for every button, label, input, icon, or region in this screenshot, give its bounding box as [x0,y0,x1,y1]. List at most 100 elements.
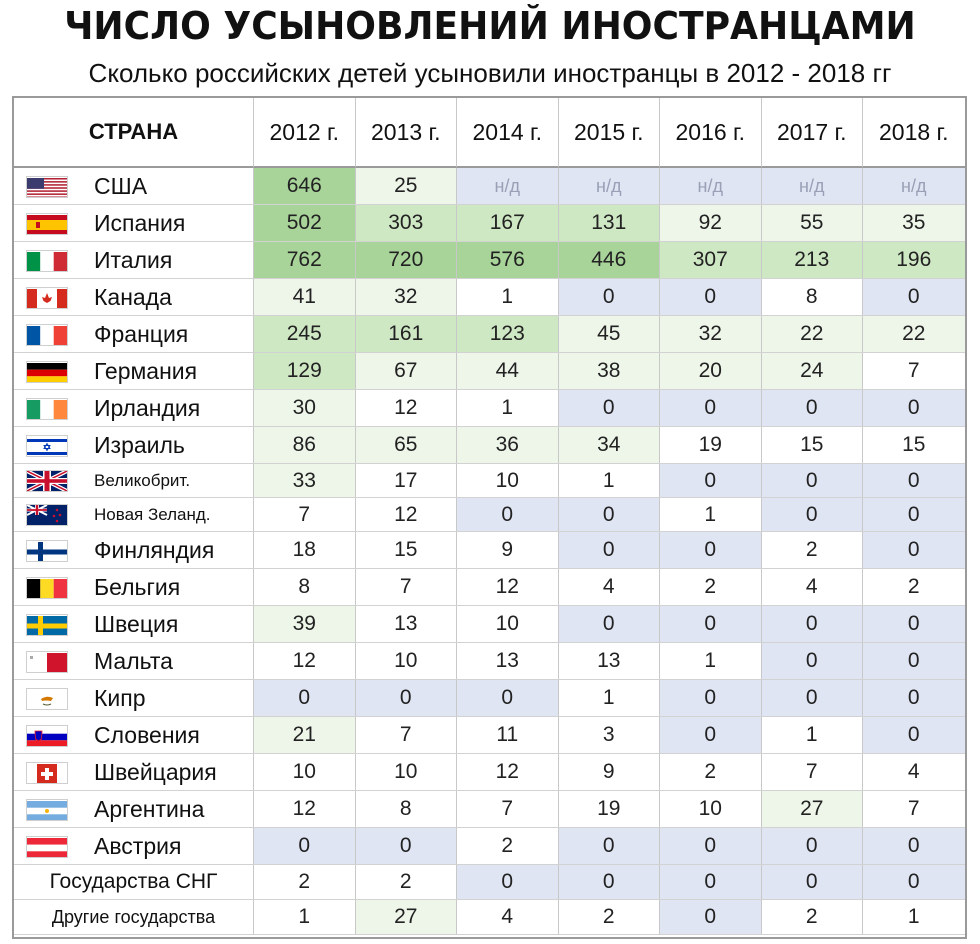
value-cell: 0 [558,828,660,864]
value-cell: н/д [558,168,660,204]
value-cell: 12 [355,390,457,426]
country-cell: Бельгия [14,569,254,605]
value-cell: 131 [558,205,660,241]
ireland-flag-icon [26,397,68,420]
column-header-year: 2012 г. [254,98,356,168]
value-cell: 65 [355,427,457,463]
usa-flag-icon [26,175,68,198]
value-cell: 0 [660,900,762,934]
country-cell: Швеция [14,606,254,642]
value-cell: 161 [355,316,457,352]
value-cell: 0 [761,464,863,497]
value-cell: 10 [355,754,457,790]
uk-flag-icon [26,470,68,492]
chart-subtitle: Сколько российских детей усыновили иност… [88,58,892,88]
value-cell: 13 [558,643,660,679]
value-cell: 502 [254,205,356,241]
value-cell: 7 [355,717,457,753]
country-cell: Австрия [14,828,254,864]
value-cell: 18 [254,532,356,568]
value-cell: 2 [761,532,863,568]
value-cell: 45 [558,316,660,352]
column-header-year: 2013 г. [355,98,457,168]
value-cell: 0 [660,717,762,753]
country-name: Ирландия [94,394,201,421]
country-name: Бельгия [94,573,181,600]
country-name: Финляндия [94,536,215,563]
value-cell: 8 [254,569,356,605]
finland-flag-icon [26,539,68,562]
value-cell: 1 [660,643,762,679]
value-cell: 0 [863,865,965,899]
value-cell: 0 [761,828,863,864]
table-row: Австрия 0 0 2 0 0 0 0 [14,828,965,865]
table-row: Аргентина 12 8 7 19 10 27 7 [14,791,965,828]
value-cell: 1 [863,900,965,934]
value-cell: 2 [863,569,965,605]
table-row: США 646 25 н/д н/д н/д н/д н/д [14,168,965,205]
value-cell: 39 [254,606,356,642]
value-cell: 27 [761,791,863,827]
value-cell: 167 [457,205,559,241]
table-row: Израиль 86 65 36 34 19 15 15 [14,427,965,464]
value-cell: 92 [660,205,762,241]
table-row: Канада 41 32 1 0 0 8 0 [14,279,965,316]
country-cell: Германия [14,353,254,389]
country-cell: Аргентина [14,791,254,827]
table-row: Мальта 12 10 13 13 1 0 0 [14,643,965,680]
table-row: Бельгия 8 7 12 4 2 4 2 [14,569,965,606]
value-cell: 10 [457,606,559,642]
value-cell: 13 [457,643,559,679]
value-cell: 0 [355,680,457,716]
austria-flag-icon [26,835,68,858]
table-row: Другие государства 1 27 4 2 0 2 1 [14,900,965,935]
value-cell: 0 [457,498,559,531]
value-cell: 720 [355,242,457,278]
value-cell: 4 [863,754,965,790]
table-row: Швеция 39 13 10 0 0 0 0 [14,606,965,643]
value-cell: 8 [355,791,457,827]
value-cell: 35 [863,205,965,241]
value-cell: 0 [863,643,965,679]
value-cell: 0 [660,865,762,899]
value-cell: 0 [863,532,965,568]
country-name: Италия [94,246,173,273]
value-cell: 2 [660,569,762,605]
value-cell: 0 [558,279,660,315]
table-row: Новая Зеланд. 7 12 0 0 1 0 0 [14,498,965,532]
value-cell: 30 [254,390,356,426]
value-cell: 0 [863,680,965,716]
value-cell: 22 [863,316,965,352]
value-cell: 4 [457,900,559,934]
value-cell: 0 [457,680,559,716]
value-cell: 245 [254,316,356,352]
italy-flag-icon [26,249,68,272]
value-cell: н/д [660,168,762,204]
switzerland-flag-icon [26,761,68,784]
value-cell: 129 [254,353,356,389]
value-cell: 55 [761,205,863,241]
country-name: Испания [94,209,186,236]
value-cell: 1 [660,498,762,531]
country-cell: Италия [14,242,254,278]
value-cell: 12 [457,569,559,605]
country-cell: Франция [14,316,254,352]
country-name: Кипр [94,684,146,711]
value-cell: 762 [254,242,356,278]
value-cell: 0 [863,828,965,864]
value-cell: 32 [355,279,457,315]
value-cell: 32 [660,316,762,352]
value-cell: 0 [863,606,965,642]
table-row: Испания 502 303 167 131 92 55 35 [14,205,965,242]
country-name: Канада [94,283,172,310]
value-cell: 0 [660,680,762,716]
country-cell: Ирландия [14,390,254,426]
value-cell: 0 [355,828,457,864]
table-row: Кипр 0 0 0 1 0 0 0 [14,680,965,717]
country-cell: Канада [14,279,254,315]
country-cell: Кипр [14,680,254,716]
value-cell: 15 [355,532,457,568]
value-cell: 0 [761,680,863,716]
country-cell: Швейцария [14,754,254,790]
value-cell: 1 [457,390,559,426]
